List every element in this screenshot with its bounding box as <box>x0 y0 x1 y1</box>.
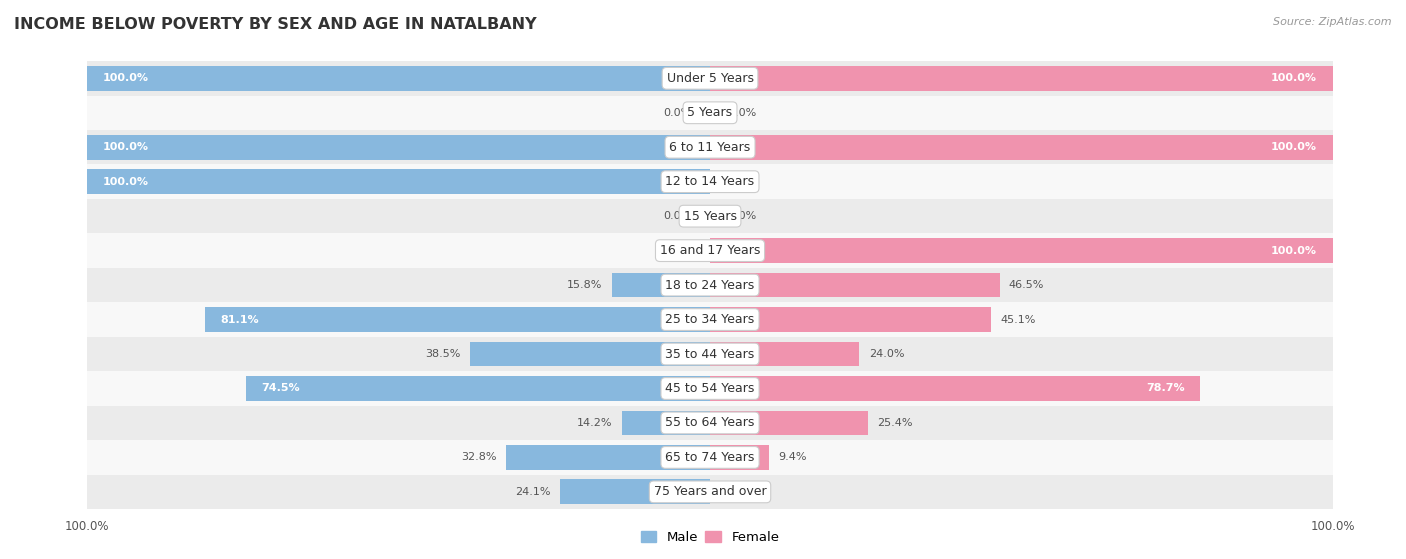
Bar <box>621 410 710 435</box>
Text: 5 Years: 5 Years <box>688 106 733 119</box>
Text: 78.7%: 78.7% <box>1146 383 1184 394</box>
Text: 45 to 54 Years: 45 to 54 Years <box>665 382 755 395</box>
Bar <box>710 376 1201 401</box>
Bar <box>87 164 1333 199</box>
Text: 15 Years: 15 Years <box>683 210 737 222</box>
Text: 24.1%: 24.1% <box>515 487 551 497</box>
Bar <box>87 440 1333 475</box>
Text: 100.0%: 100.0% <box>1271 73 1317 83</box>
Bar <box>87 66 710 91</box>
Bar <box>710 342 859 367</box>
Text: 35 to 44 Years: 35 to 44 Years <box>665 348 755 361</box>
Bar <box>710 238 1333 263</box>
Text: 0.0%: 0.0% <box>664 245 692 255</box>
Bar <box>87 371 1333 406</box>
Text: 65 to 74 Years: 65 to 74 Years <box>665 451 755 464</box>
Text: 16 and 17 Years: 16 and 17 Years <box>659 244 761 257</box>
Text: 25.4%: 25.4% <box>877 418 912 428</box>
Bar <box>87 135 710 160</box>
Bar <box>205 307 710 332</box>
Text: 74.5%: 74.5% <box>262 383 301 394</box>
Bar <box>87 234 1333 268</box>
Text: 0.0%: 0.0% <box>664 108 692 118</box>
Text: 25 to 34 Years: 25 to 34 Years <box>665 313 755 326</box>
Bar <box>710 445 769 470</box>
Text: 32.8%: 32.8% <box>461 452 496 462</box>
Bar <box>87 268 1333 302</box>
Text: 0.0%: 0.0% <box>664 211 692 221</box>
Text: 0.0%: 0.0% <box>728 177 756 187</box>
Text: 45.1%: 45.1% <box>1000 315 1036 325</box>
Text: 75 Years and over: 75 Years and over <box>654 485 766 499</box>
Legend: Male, Female: Male, Female <box>636 525 785 549</box>
Text: 18 to 24 Years: 18 to 24 Years <box>665 278 755 292</box>
Text: 24.0%: 24.0% <box>869 349 904 359</box>
Bar <box>87 337 1333 371</box>
Bar <box>87 169 710 194</box>
Bar <box>506 445 710 470</box>
Bar <box>710 273 1000 297</box>
Text: 0.0%: 0.0% <box>728 211 756 221</box>
Bar <box>87 199 1333 234</box>
Text: Source: ZipAtlas.com: Source: ZipAtlas.com <box>1274 17 1392 27</box>
Bar <box>710 66 1333 91</box>
Text: 81.1%: 81.1% <box>221 315 259 325</box>
Bar <box>470 342 710 367</box>
Text: 100.0%: 100.0% <box>103 73 149 83</box>
Text: 38.5%: 38.5% <box>426 349 461 359</box>
Text: 0.0%: 0.0% <box>728 487 756 497</box>
Bar <box>87 302 1333 337</box>
Text: 12 to 14 Years: 12 to 14 Years <box>665 175 755 188</box>
Text: 0.0%: 0.0% <box>728 108 756 118</box>
Text: 100.0%: 100.0% <box>103 177 149 187</box>
Text: 55 to 64 Years: 55 to 64 Years <box>665 416 755 429</box>
Bar <box>87 130 1333 164</box>
Bar <box>87 96 1333 130</box>
Bar <box>710 135 1333 160</box>
Text: INCOME BELOW POVERTY BY SEX AND AGE IN NATALBANY: INCOME BELOW POVERTY BY SEX AND AGE IN N… <box>14 17 537 32</box>
Text: 100.0%: 100.0% <box>1271 142 1317 152</box>
Bar <box>612 273 710 297</box>
Text: Under 5 Years: Under 5 Years <box>666 72 754 85</box>
Text: 14.2%: 14.2% <box>576 418 612 428</box>
Text: 100.0%: 100.0% <box>1271 245 1317 255</box>
Text: 6 to 11 Years: 6 to 11 Years <box>669 141 751 154</box>
Bar <box>87 406 1333 440</box>
Bar <box>560 480 710 504</box>
Bar <box>246 376 710 401</box>
Text: 9.4%: 9.4% <box>778 452 807 462</box>
Bar <box>87 475 1333 509</box>
Text: 15.8%: 15.8% <box>567 280 602 290</box>
Text: 46.5%: 46.5% <box>1010 280 1045 290</box>
Bar <box>87 61 1333 96</box>
Bar <box>710 307 991 332</box>
Bar <box>710 410 868 435</box>
Text: 100.0%: 100.0% <box>103 142 149 152</box>
